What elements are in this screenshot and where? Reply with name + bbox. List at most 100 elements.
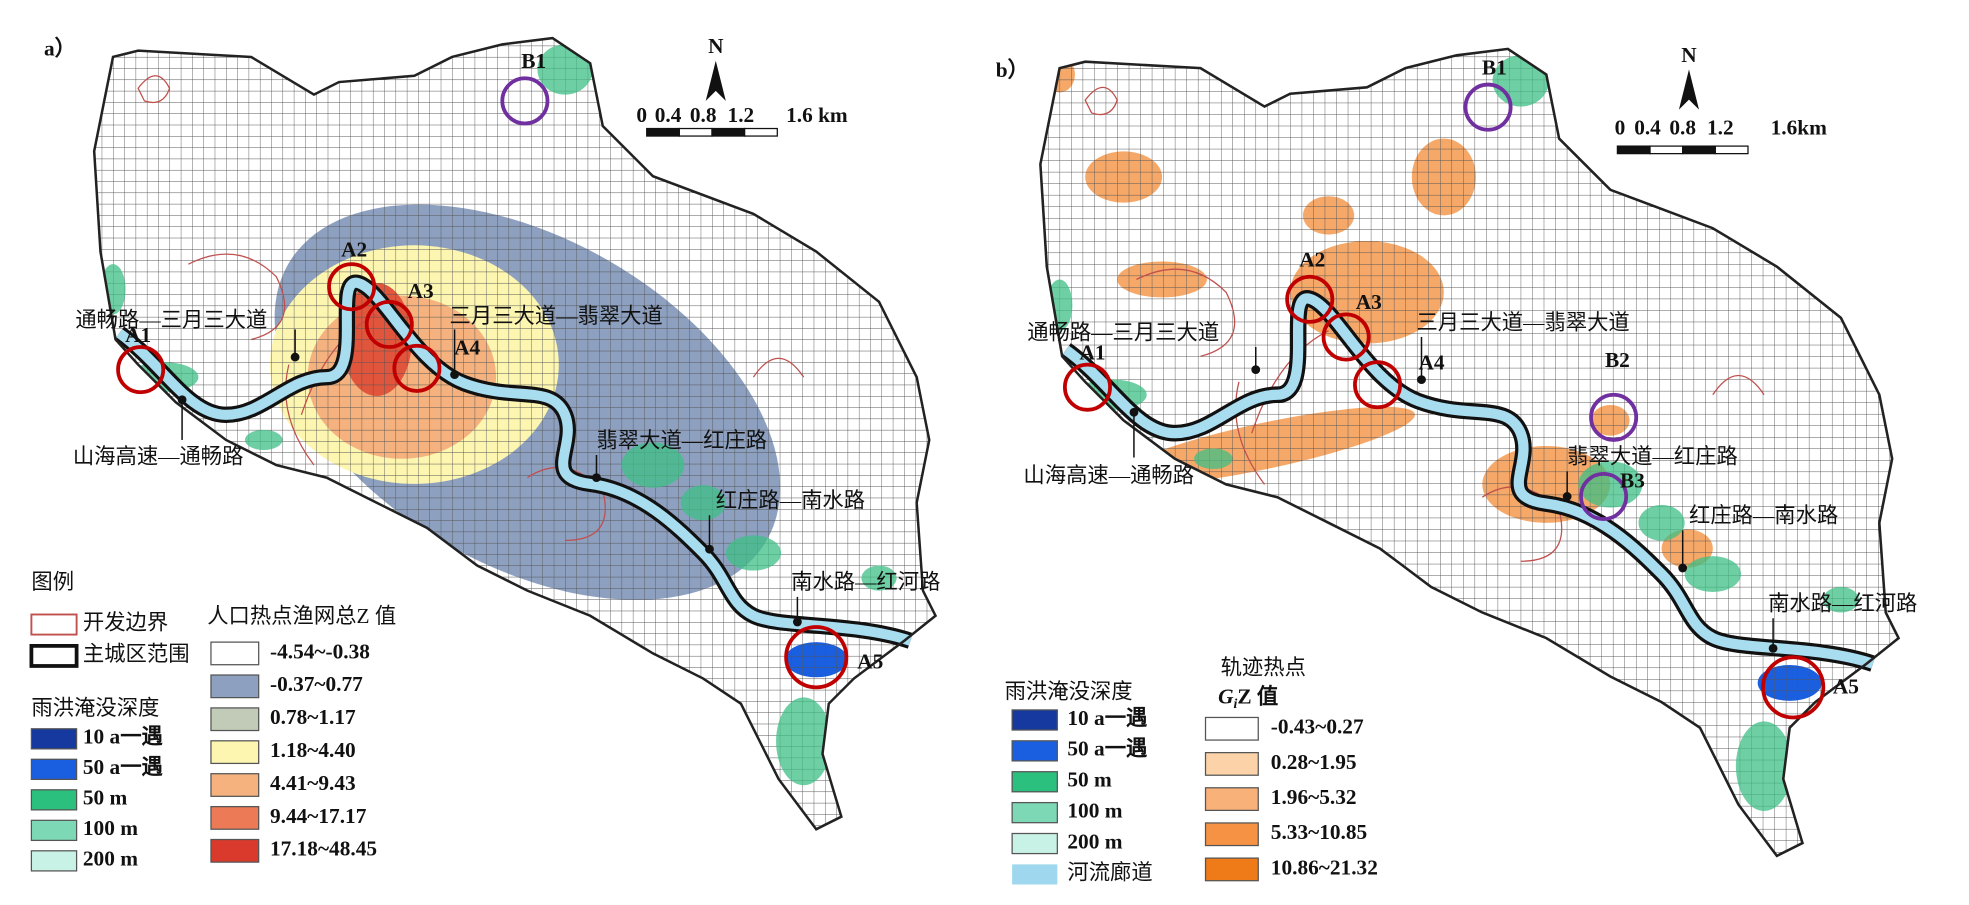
legend-label: 50 m [83, 786, 128, 810]
site-circle [364, 299, 414, 349]
legend-swatch [30, 758, 78, 780]
road-node [705, 544, 714, 554]
legend-title-part: i [1233, 696, 1237, 711]
road-label: 南水路—红河路 [1768, 592, 1917, 616]
legend-label: 1.96~5.32 [1271, 785, 1357, 809]
site-label: A1 [1079, 340, 1105, 364]
scale-label: 1.2 [1707, 116, 1734, 140]
legend-label: 河流廊道 [1067, 860, 1152, 884]
legend-label: 开发边界 [83, 610, 168, 634]
road-label: 红庄路—南水路 [1689, 504, 1838, 528]
legend-title-part: G [1218, 685, 1234, 709]
legend-label: 主城区范围 [83, 642, 190, 666]
site-label: A5 [857, 649, 883, 673]
site-circle [1589, 392, 1639, 442]
legend-swatch [30, 613, 78, 636]
road-label: 三月三大道—翡翠大道 [450, 304, 663, 328]
legend-label: 200 m [83, 847, 138, 871]
legend-label: -0.37~0.77 [270, 672, 363, 696]
legend-swatch [30, 728, 78, 750]
road-node [177, 395, 187, 405]
scale-bar [1649, 145, 1684, 155]
legend-label: 50 a一遇 [83, 755, 164, 779]
road-label: 三月三大道—翡翠大道 [1416, 310, 1629, 334]
legend-label: 100 m [1067, 799, 1122, 823]
road-node [290, 352, 300, 362]
road-node [1417, 375, 1426, 385]
scale-bar [1616, 145, 1651, 155]
site-circle [1761, 655, 1826, 720]
site-label: B1 [1482, 55, 1507, 79]
legend-title: 雨洪淹没深度 [31, 696, 159, 720]
road-node [1251, 365, 1261, 375]
site-label: A4 [1419, 350, 1445, 374]
road-label: 红庄路—南水路 [716, 489, 865, 513]
panel-label: b） [996, 58, 1029, 82]
legend-label: 0.78~1.17 [270, 705, 356, 729]
legend-title: GiZ 值 [1218, 685, 1278, 712]
legend-label: 50 a一遇 [1067, 737, 1148, 761]
legend-label: 4.41~9.43 [270, 771, 356, 795]
north-arrow [1678, 69, 1700, 110]
legend-swatch [210, 674, 260, 699]
site-circle [1353, 360, 1403, 410]
road-node [1562, 492, 1572, 501]
legend-swatch [1011, 771, 1058, 793]
site-circle [1463, 82, 1513, 132]
road-node [450, 370, 459, 380]
scale-label: 0.4 [655, 103, 682, 127]
legend-swatch [1011, 801, 1058, 824]
legend-swatch [1204, 751, 1259, 776]
scale-bar [744, 127, 778, 137]
scale-label: 0.8 [690, 103, 717, 127]
legend-swatch [210, 707, 260, 732]
scale-bar [711, 127, 746, 137]
road-node [1678, 563, 1688, 573]
site-circle [1579, 471, 1629, 521]
legend-swatch [210, 838, 260, 863]
legend-label: 50 m [1067, 768, 1112, 792]
legend-label: 10.86~21.32 [1271, 855, 1378, 879]
legend-label: 1.18~4.40 [270, 738, 356, 762]
legend-swatch [210, 773, 260, 797]
legend-title: 轨迹热点 [1221, 656, 1306, 680]
road-label: 山海高速—通畅路 [73, 445, 244, 469]
site-label: B2 [1605, 348, 1630, 372]
site-label: A5 [1833, 674, 1859, 698]
road-node [1768, 644, 1778, 653]
legend-label: -0.43~0.27 [1271, 715, 1364, 739]
site-circle [392, 343, 442, 393]
site-label: A2 [1299, 248, 1325, 272]
legend-swatch [1011, 709, 1058, 731]
legend-swatch [210, 805, 260, 830]
road-node [1129, 407, 1139, 417]
scale-label: 0 [1615, 116, 1626, 140]
legend-label: 0.28~1.95 [1271, 750, 1357, 774]
legend-label: 5.33~10.85 [1271, 820, 1367, 844]
north-label: N [708, 34, 724, 58]
scale-label: 1.6km [1771, 116, 1828, 140]
legend-title: 人口热点渔网总Z 值 [207, 604, 396, 628]
scale-label: 1.6 km [786, 103, 848, 127]
legend-title: 图例 [31, 570, 74, 594]
legend-swatch [30, 819, 78, 842]
legend-label: 9.44~17.17 [270, 804, 367, 828]
road-label: 山海高速—通畅路 [1023, 464, 1194, 488]
scale-label: 0 [636, 103, 647, 127]
legend-swatch [210, 641, 260, 666]
north-label: N [1681, 43, 1697, 67]
scale-bar [1714, 145, 1749, 155]
legend-swatch [29, 644, 79, 668]
site-label: A4 [454, 335, 480, 359]
legend-swatch [1011, 832, 1058, 855]
legend-swatch [1204, 857, 1259, 882]
legend-label: 17.18~48.45 [270, 837, 377, 861]
site-label: B3 [1620, 469, 1645, 493]
site-label: B1 [521, 49, 546, 73]
site-circle [116, 345, 166, 395]
road-label: 翡翠大道—红庄路 [596, 428, 767, 452]
site-label: A3 [408, 279, 434, 303]
legend-label: 200 m [1067, 829, 1122, 853]
